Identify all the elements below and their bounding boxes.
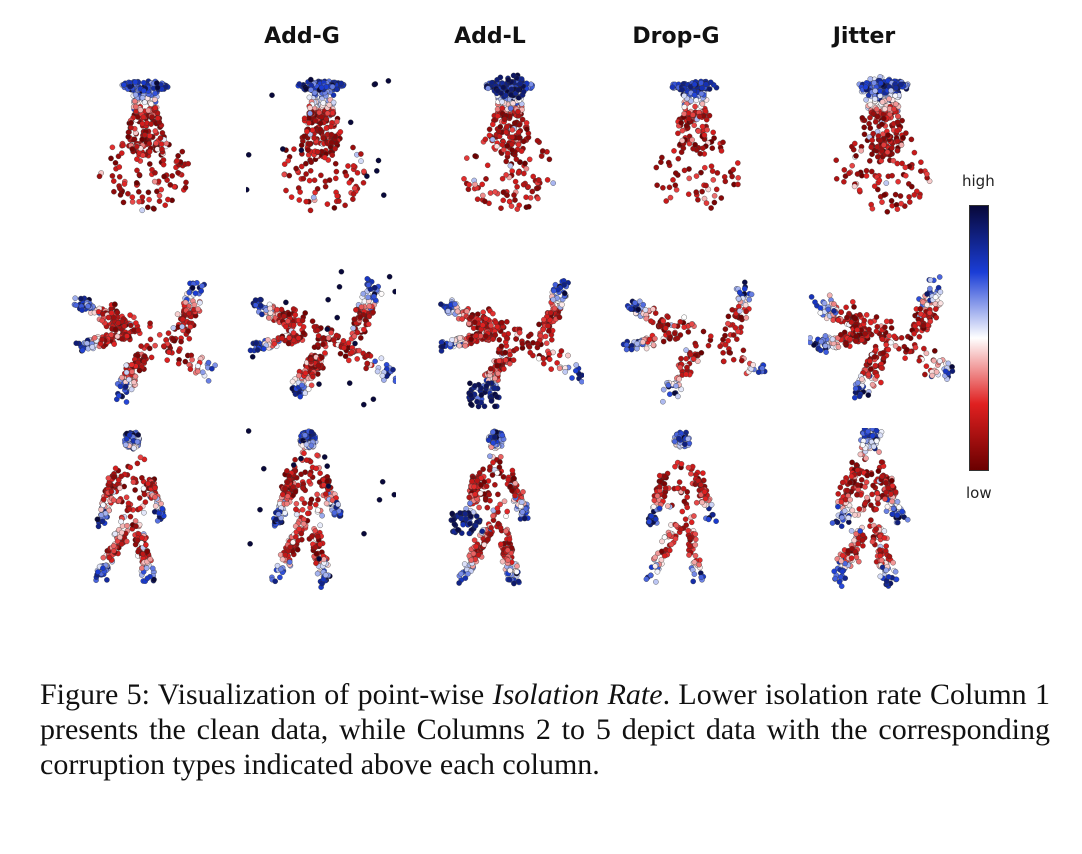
point-cloud-airplane-add-g: [247, 268, 396, 408]
point-cloud-vase-jitter: [833, 74, 933, 215]
caption-emphasis: Isolation Rate: [492, 678, 663, 711]
point-cloud-vase-drop-g: [653, 78, 741, 211]
column-title-add-l: Add-L: [454, 24, 526, 49]
point-cloud-person-add-g: [246, 428, 396, 590]
point-cloud-vase-clean: [96, 78, 191, 214]
caption-prefix: Figure 5: Visualization of point-wise: [40, 678, 493, 711]
point-cloud-airplane-jitter: [808, 274, 956, 401]
caption-suffix: . Lower isolation rate Column 1 presents…: [40, 678, 1051, 781]
figure: Add-G Add-L Drop-G Jitter high low: [71, 24, 995, 590]
colorbar: [969, 205, 989, 471]
colorbar-high-label: high: [962, 172, 995, 190]
point-cloud-person-drop-g: [643, 429, 719, 585]
point-cloud-airplane-add-l: [438, 278, 584, 410]
point-cloud-person-jitter: [829, 428, 911, 589]
point-cloud-vase-add-l: [461, 72, 556, 212]
point-cloud-person-clean: [93, 429, 167, 584]
point-cloud-person-add-l: [448, 428, 531, 587]
column-title-drop-g: Drop-G: [632, 24, 720, 49]
figure-caption: Figure 5: Visualization of point-wise Is…: [40, 677, 1050, 782]
column-title-add-g: Add-G: [264, 24, 340, 49]
colorbar-low-label: low: [966, 484, 992, 502]
column-title-jitter: Jitter: [832, 24, 896, 49]
point-cloud-airplane-clean: [71, 280, 218, 405]
point-cloud-airplane-drop-g: [620, 279, 768, 405]
point-cloud-vase-add-g: [246, 76, 392, 214]
